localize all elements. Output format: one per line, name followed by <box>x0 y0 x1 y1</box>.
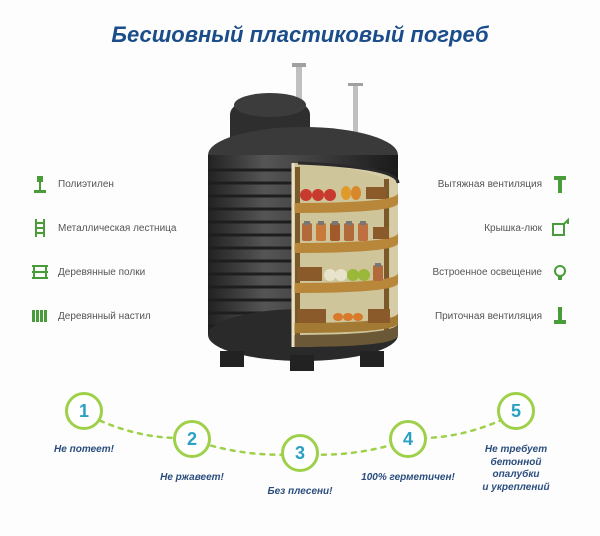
feature-left-2: Деревянные полки <box>30 262 145 282</box>
feature-label: Деревянный настил <box>58 311 151 322</box>
benefit-caption: Не ржавеет! <box>160 472 224 485</box>
feature-label: Крышка-люк <box>484 223 542 234</box>
feature-left-3: Деревянный настил <box>30 306 151 326</box>
feature-label: Полиэтилен <box>58 179 114 190</box>
page-title: Бесшовный пластиковый погреб <box>0 22 600 48</box>
benefit-item-3: 3 Без плесени! <box>252 434 348 536</box>
polyethylene-icon <box>30 174 50 194</box>
shelves-icon <box>30 262 50 282</box>
benefit-item-2: 2 Не ржавеет! <box>144 420 240 522</box>
benefit-item-5: 5 Не требуетбетонной опалубкии укреплени… <box>468 392 564 494</box>
feature-right-3: Приточная вентиляция <box>435 306 570 326</box>
floor-icon <box>30 306 50 326</box>
benefit-caption: 100% герметичен! <box>361 472 455 485</box>
cellar-diagram <box>198 55 408 375</box>
benefit-number: 4 <box>389 420 427 458</box>
feature-label: Металлическая лестница <box>58 223 176 234</box>
benefit-number: 2 <box>173 420 211 458</box>
ladder-icon <box>30 218 50 238</box>
benefit-caption: Не потеет! <box>54 444 114 457</box>
feature-label: Вытяжная вентиляция <box>438 179 542 190</box>
light-icon <box>550 262 570 282</box>
feature-right-0: Вытяжная вентиляция <box>438 174 570 194</box>
intake-vent-icon <box>550 306 570 326</box>
benefits-row: 1 Не потеет! 2 Не ржавеет! 3 Без плесени… <box>36 392 564 494</box>
feature-label: Встроенное освещение <box>432 267 542 278</box>
feature-label: Приточная вентиляция <box>435 311 542 322</box>
exhaust-vent-icon <box>550 174 570 194</box>
benefit-number: 5 <box>497 392 535 430</box>
feature-right-1: Крышка-люк <box>484 218 570 238</box>
benefit-number: 1 <box>65 392 103 430</box>
feature-left-1: Металлическая лестница <box>30 218 176 238</box>
benefit-item-1: 1 Не потеет! <box>36 392 132 494</box>
feature-left-0: Полиэтилен <box>30 174 114 194</box>
benefit-caption: Не требуетбетонной опалубкии укреплений <box>468 444 564 494</box>
benefit-item-4: 4 100% герметичен! <box>360 420 456 522</box>
benefit-number: 3 <box>281 434 319 472</box>
feature-label: Деревянные полки <box>58 267 145 278</box>
hatch-icon <box>550 218 570 238</box>
feature-right-2: Встроенное освещение <box>432 262 570 282</box>
benefit-caption: Без плесени! <box>267 486 332 499</box>
